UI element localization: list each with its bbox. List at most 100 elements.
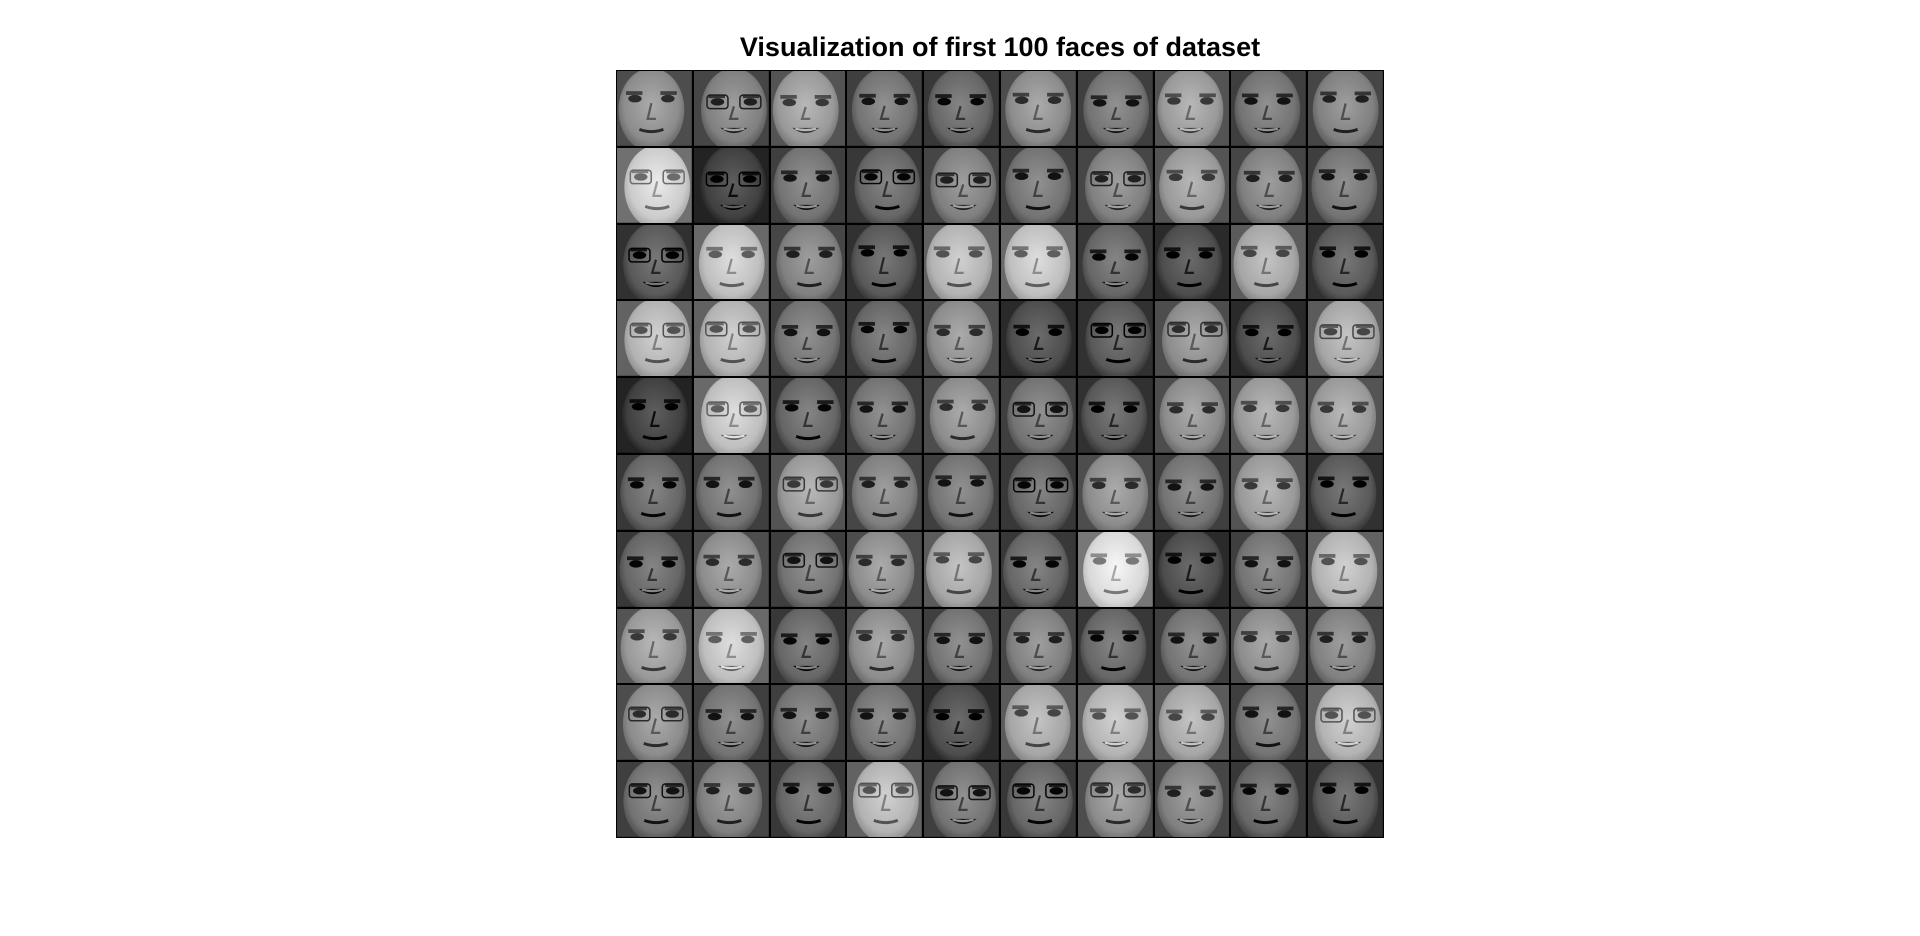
face-thumbnail <box>617 378 692 453</box>
face-thumbnail <box>847 608 923 684</box>
face-thumbnail <box>617 147 692 223</box>
face-thumbnail <box>770 224 846 300</box>
face-thumbnail <box>847 455 923 530</box>
face-thumbnail <box>770 378 846 453</box>
face-thumbnail <box>924 685 999 761</box>
face-thumbnail <box>924 762 999 837</box>
face-thumbnail <box>924 71 999 146</box>
face-thumbnail <box>1231 608 1307 684</box>
face-thumbnail <box>770 531 846 607</box>
face-thumbnail <box>1001 531 1076 607</box>
face-thumbnail <box>847 378 923 453</box>
face-thumbnail <box>1308 71 1383 146</box>
face-thumbnail <box>1077 378 1153 453</box>
face-thumbnail <box>617 608 692 684</box>
face-thumbnail <box>693 608 769 684</box>
face-thumbnail <box>924 608 999 684</box>
face-thumbnail <box>1308 301 1383 377</box>
face-thumbnail <box>770 71 846 146</box>
face-thumbnail <box>1001 224 1076 300</box>
face-thumbnail <box>693 224 769 300</box>
face-montage-grid <box>616 70 1384 838</box>
face-thumbnail <box>847 71 923 146</box>
face-thumbnail <box>617 455 692 530</box>
face-thumbnail <box>924 301 999 377</box>
face-thumbnail <box>617 531 692 607</box>
face-thumbnail <box>1077 301 1153 377</box>
face-thumbnail <box>1077 762 1153 837</box>
face-thumbnail <box>1231 301 1307 377</box>
face-thumbnail <box>1001 455 1076 530</box>
face-thumbnail <box>693 531 769 607</box>
face-thumbnail <box>924 455 999 530</box>
face-thumbnail <box>1308 608 1383 684</box>
face-thumbnail <box>924 147 999 223</box>
face-thumbnail <box>693 762 769 837</box>
face-thumbnail <box>1001 608 1076 684</box>
face-thumbnail <box>1077 455 1153 530</box>
face-thumbnail <box>1001 762 1076 837</box>
face-thumbnail <box>693 147 769 223</box>
face-thumbnail <box>693 455 769 530</box>
face-thumbnail <box>924 531 999 607</box>
face-thumbnail <box>1308 378 1383 453</box>
face-thumbnail <box>924 378 999 453</box>
face-thumbnail <box>1308 762 1383 837</box>
face-thumbnail <box>770 608 846 684</box>
face-thumbnail <box>770 762 846 837</box>
face-thumbnail <box>617 301 692 377</box>
face-thumbnail <box>1077 224 1153 300</box>
face-thumbnail <box>770 455 846 530</box>
face-thumbnail <box>1231 224 1307 300</box>
face-thumbnail <box>847 685 923 761</box>
face-thumbnail <box>693 301 769 377</box>
face-thumbnail <box>1154 762 1230 837</box>
face-thumbnail <box>847 531 923 607</box>
face-thumbnail <box>1231 685 1307 761</box>
face-thumbnail <box>770 147 846 223</box>
face-thumbnail <box>847 147 923 223</box>
face-thumbnail <box>1154 608 1230 684</box>
face-thumbnail <box>1154 147 1230 223</box>
face-thumbnail <box>847 762 923 837</box>
face-thumbnail <box>693 71 769 146</box>
face-thumbnail <box>1308 455 1383 530</box>
face-thumbnail <box>1231 762 1307 837</box>
face-thumbnail <box>693 378 769 453</box>
face-thumbnail <box>1231 455 1307 530</box>
face-thumbnail <box>770 685 846 761</box>
face-thumbnail <box>1077 531 1153 607</box>
face-thumbnail <box>1231 147 1307 223</box>
face-thumbnail <box>1231 71 1307 146</box>
face-thumbnail <box>1154 378 1230 453</box>
figure-title: Visualization of first 100 faces of data… <box>739 32 1261 62</box>
face-thumbnail <box>1001 71 1076 146</box>
face-thumbnail <box>1154 685 1230 761</box>
face-thumbnail <box>1154 224 1230 300</box>
face-thumbnail <box>1154 531 1230 607</box>
face-thumbnail <box>1308 147 1383 223</box>
face-thumbnail <box>1231 378 1307 453</box>
face-thumbnail <box>1077 147 1153 223</box>
face-thumbnail <box>1154 301 1230 377</box>
face-thumbnail <box>847 224 923 300</box>
face-thumbnail <box>1308 224 1383 300</box>
face-thumbnail <box>1231 531 1307 607</box>
face-thumbnail <box>1077 71 1153 146</box>
face-thumbnail <box>1001 378 1076 453</box>
face-thumbnail <box>693 685 769 761</box>
face-thumbnail <box>617 685 692 761</box>
face-thumbnail <box>1154 455 1230 530</box>
face-thumbnail <box>617 71 692 146</box>
face-thumbnail <box>1077 608 1153 684</box>
face-thumbnail <box>770 301 846 377</box>
face-thumbnail <box>1077 685 1153 761</box>
face-thumbnail <box>1001 685 1076 761</box>
face-thumbnail <box>1001 301 1076 377</box>
face-thumbnail <box>924 224 999 300</box>
face-thumbnail <box>1308 685 1383 761</box>
face-thumbnail <box>617 224 692 300</box>
face-thumbnail <box>847 301 923 377</box>
face-thumbnail <box>1154 71 1230 146</box>
face-thumbnail <box>1001 147 1076 223</box>
